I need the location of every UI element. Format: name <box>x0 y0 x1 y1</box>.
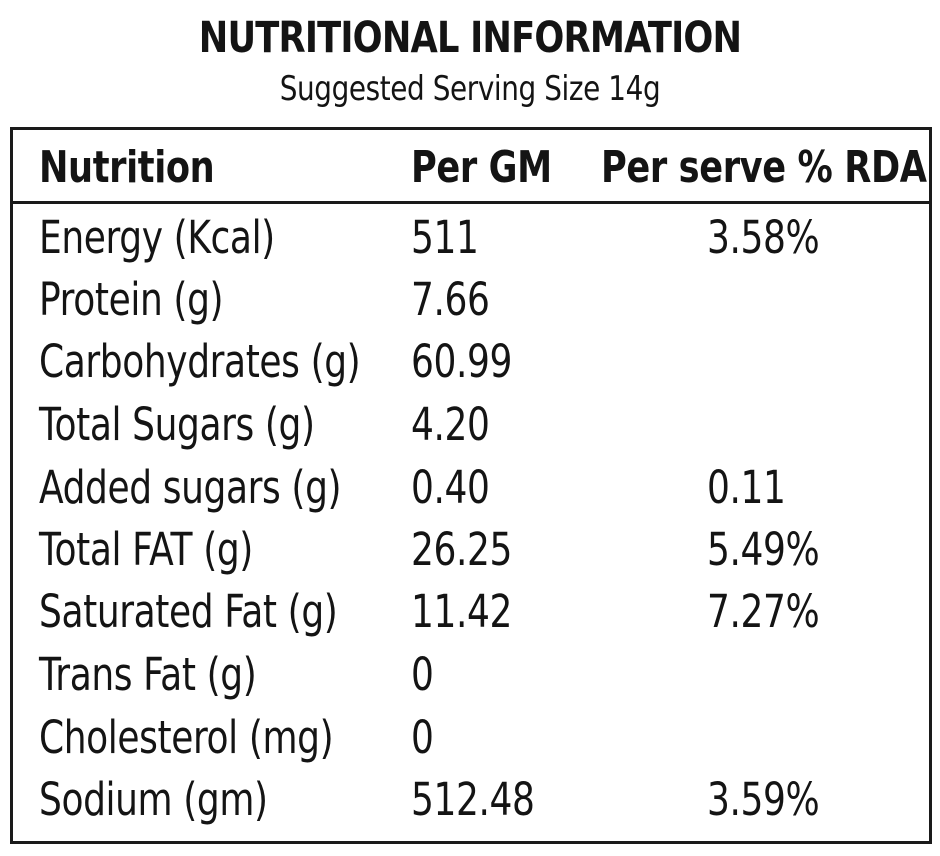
rda-value: 3.58% <box>707 211 820 264</box>
header-divider <box>13 201 929 204</box>
nutrient-name: Carbohydrates (g) <box>39 335 361 388</box>
nutrient-name: Total FAT (g) <box>39 523 253 576</box>
column-header-per-gm: Per GM <box>411 142 552 193</box>
per-gm-value: 512.48 <box>411 773 535 826</box>
nutrient-name: Saturated Fat (g) <box>39 585 338 638</box>
rda-value: 0.11 <box>707 461 786 514</box>
nutrient-name: Cholesterol (mg) <box>39 711 334 764</box>
rda-value: 7.27% <box>707 585 820 638</box>
column-header-rda: Per serve % RDA <box>601 142 927 193</box>
per-gm-value: 26.25 <box>411 523 513 576</box>
rda-value: 5.49% <box>707 523 820 576</box>
nutrition-table: Nutrition Per GM Per serve % RDA Energy … <box>10 127 932 844</box>
column-header-nutrition: Nutrition <box>39 142 215 193</box>
serving-size-subtitle: Suggested Serving Size 14g <box>279 69 661 109</box>
nutrient-name: Protein (g) <box>39 273 224 326</box>
nutrient-name: Added sugars (g) <box>39 461 342 514</box>
per-gm-value: 0 <box>411 648 434 701</box>
nutrient-name: Trans Fat (g) <box>39 648 257 701</box>
nutrient-name: Total Sugars (g) <box>39 398 315 451</box>
per-gm-value: 4.20 <box>411 398 490 451</box>
per-gm-value: 11.42 <box>411 585 513 638</box>
per-gm-value: 60.99 <box>411 335 513 388</box>
page-title: NUTRITIONAL INFORMATION <box>198 13 742 63</box>
nutrient-name: Energy (Kcal) <box>39 211 275 264</box>
nutrient-name: Sodium (gm) <box>39 773 268 826</box>
per-gm-value: 7.66 <box>411 273 490 326</box>
per-gm-value: 0.40 <box>411 461 490 514</box>
rda-value: 3.59% <box>707 773 820 826</box>
per-gm-value: 0 <box>411 711 434 764</box>
per-gm-value: 511 <box>411 211 479 264</box>
